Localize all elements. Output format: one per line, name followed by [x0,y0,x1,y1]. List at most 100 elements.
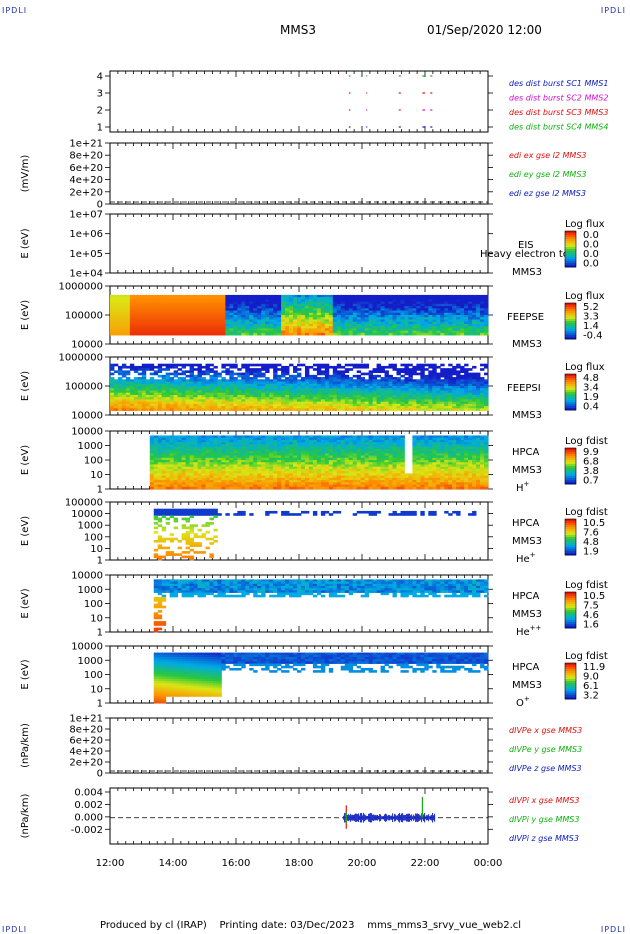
heatmap-cell [440,408,445,411]
heatmap-cell [157,446,163,450]
heatmap-cell [324,330,330,334]
heatmap-cell [205,475,210,479]
heatmap-cell [368,379,374,382]
heatmap-cell [432,383,437,387]
heatmap-cell [372,301,377,305]
heatmap-cell [217,399,222,403]
heatmap-cell [161,464,167,468]
heatmap-cell [189,471,194,474]
heatmap-cell [388,397,393,400]
heatmap-cell [293,323,298,327]
heatmap-cell [193,437,198,441]
heatmap-cell [153,471,159,474]
heatmap-cell [117,332,123,336]
heatmap-cell [185,471,190,474]
heatmap-cell [312,299,318,303]
heatmap-cell [312,386,318,389]
heatmap-cell [225,475,230,479]
heatmap-cell [297,390,302,394]
heatmap-cell [320,315,326,318]
heatmap-cell [201,330,206,334]
heatmap-cell [201,377,206,380]
heatmap-cell [169,363,175,367]
heatmap-cell [249,394,254,398]
species-label: H+ [516,480,530,494]
heatmap-cell [293,381,298,385]
heatmap-cell [368,390,374,394]
heatmap-cell [261,482,266,485]
heatmap-cell [368,328,374,332]
heatmap-cell [249,448,254,452]
heatmap-cell [396,312,401,316]
heatmap-cell [217,319,222,323]
heatmap-cell [348,308,354,311]
heatmap-cell [324,323,330,327]
heatmap-cell [237,446,242,450]
heatmap-cell [416,388,421,391]
heatmap-cell [181,484,186,488]
heatmap-cell [205,446,210,450]
heatmap-cell [205,326,210,329]
heatmap-cell [336,392,342,396]
heatmap-cell [416,365,421,369]
heatmap-cell [193,466,198,470]
heatmap-cell [428,365,433,369]
heatmap-cell [281,312,286,316]
heatmap-cell [420,390,425,394]
heatmap-cell [149,321,155,325]
heatmap-cell [137,406,143,409]
heatmap-cell [436,388,441,391]
heatmap-cell [145,381,151,385]
heatmap-cell [189,308,194,311]
heatmap-cell [380,308,385,311]
heatmap-cell [265,312,270,316]
heatmap-cell [257,484,262,488]
heatmap-cell [161,317,167,320]
heatmap-cell [404,326,409,329]
heatmap-cell [121,408,127,411]
heatmap-cell [289,328,294,332]
heatmap-cell [360,303,366,307]
heatmap-cell [153,475,159,479]
heatmap-cell [153,453,159,456]
heatmap-cell [153,403,159,407]
heatmap-cell [265,388,270,391]
heatmap-cell [412,330,417,334]
heatmap-cell [336,406,342,409]
heatmap-cell [225,319,230,323]
heatmap-cell [177,482,183,485]
heatmap-cell [456,294,461,298]
heatmap-cell [197,394,202,398]
heatmap-cell [336,303,342,307]
heatmap-cell [400,301,405,305]
heatmap-cell [416,390,421,394]
colorbar-cell [565,404,576,407]
heatmap-cell [157,312,163,316]
heatmap-cell [205,401,210,405]
heatmap-cell [117,386,123,389]
heatmap-cell [444,297,449,300]
heatmap-cell [324,386,330,389]
heatmap-cell [221,363,226,367]
heatmap-cell [293,390,298,394]
heatmap-cell [484,388,489,391]
heatmap-cell [161,386,167,389]
heatmap-cell [456,312,461,316]
colorbar-cell [565,466,576,469]
heatmap-cell [424,328,429,332]
heatmap-cell [320,294,326,298]
heatmap-cell [181,392,186,396]
heatmap-cell [388,377,393,380]
heatmap-cell [476,306,481,309]
heatmap-cell [360,408,366,411]
heatmap-cell [312,377,318,380]
heatmap-cell [388,381,393,385]
heatmap-cell [273,310,278,314]
heatmap-cell [404,317,409,320]
heatmap-cell [384,332,389,336]
heatmap-cell [472,390,477,394]
heatmap-cell [229,306,234,309]
heatmap-cell [448,379,453,382]
heatmap-cell [161,486,167,490]
heatmap-cell [141,308,147,311]
